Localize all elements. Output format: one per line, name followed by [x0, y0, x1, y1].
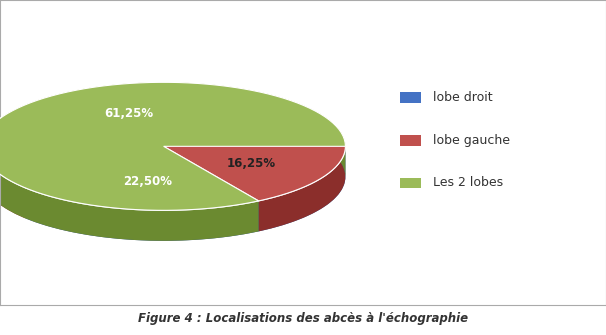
Text: 61,25%: 61,25% — [104, 107, 153, 120]
FancyBboxPatch shape — [400, 178, 421, 188]
Polygon shape — [0, 82, 345, 231]
Polygon shape — [25, 146, 345, 210]
Text: Figure 4 : Localisations des abcès à l'échographie: Figure 4 : Localisations des abcès à l'é… — [138, 312, 468, 325]
Text: 16,25%: 16,25% — [226, 157, 275, 170]
FancyBboxPatch shape — [400, 92, 421, 103]
FancyBboxPatch shape — [400, 135, 421, 146]
Polygon shape — [25, 146, 345, 241]
Text: lobe gauche: lobe gauche — [433, 134, 510, 147]
Text: 22,50%: 22,50% — [124, 175, 173, 188]
Text: Les 2 lobes: Les 2 lobes — [433, 177, 504, 189]
Polygon shape — [0, 82, 345, 241]
Polygon shape — [0, 82, 345, 201]
Polygon shape — [0, 82, 345, 210]
Text: lobe droit: lobe droit — [433, 91, 493, 104]
